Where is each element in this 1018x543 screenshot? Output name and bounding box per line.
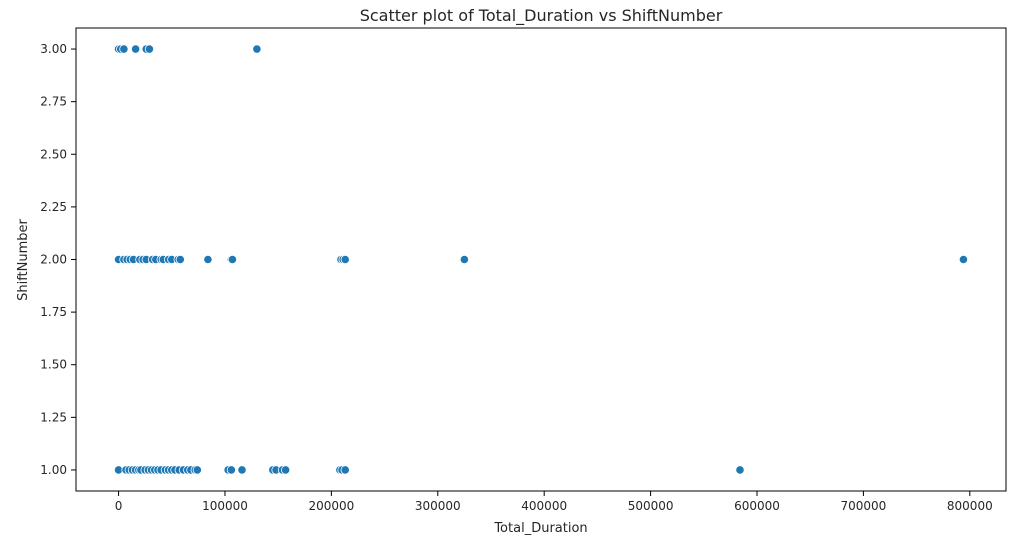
y-tick-label: 3.00 [40, 42, 67, 56]
x-tick-label: 400000 [521, 499, 567, 513]
y-tick-label: 2.50 [40, 147, 67, 161]
y-tick-label: 1.50 [40, 358, 67, 372]
x-axis-label: Total_Duration [493, 521, 587, 536]
x-tick-label: 700000 [841, 499, 887, 513]
x-tick-label: 800000 [947, 499, 993, 513]
data-point [203, 254, 213, 265]
plot-area [113, 44, 969, 475]
data-point [459, 254, 469, 265]
data-point [119, 44, 129, 54]
y-axis: 1.00 1.25 1.50 1.75 2.00 2.25 2.50 2.75 3.00 [40, 42, 76, 477]
y-tick-label: 2.25 [40, 200, 67, 214]
y-tick-label: 1.00 [40, 463, 67, 477]
data-point [252, 44, 262, 54]
x-axis: 0 100000 200000 300000 400000 500000 600000 700… [115, 491, 993, 513]
plot-frame [75, 27, 1007, 492]
y-tick-label: 2.00 [40, 253, 67, 267]
x-tick-label: 0 [115, 499, 123, 513]
data-point [958, 254, 969, 265]
data-point [175, 254, 185, 265]
data-point [192, 465, 202, 475]
y-tick-label: 1.75 [40, 305, 67, 319]
data-point [227, 254, 238, 265]
y-axis-label: ShiftNumber [16, 218, 31, 300]
data-point [237, 465, 247, 475]
data-point [144, 44, 155, 54]
y-tick-label: 2.75 [40, 95, 67, 109]
data-point [226, 465, 236, 475]
x-tick-label: 100000 [202, 499, 248, 513]
data-point [735, 465, 745, 475]
x-tick-label: 500000 [628, 499, 674, 513]
x-tick-label: 600000 [734, 499, 780, 513]
data-point [281, 465, 291, 475]
chart-title: Scatter plot of Total_Duration vs ShiftN… [360, 6, 723, 26]
y-tick-label: 1.25 [40, 410, 67, 424]
x-tick-label: 300000 [415, 499, 461, 513]
data-point [130, 44, 141, 54]
data-point [340, 254, 350, 265]
data-point [340, 465, 350, 475]
x-tick-label: 200000 [308, 499, 354, 513]
